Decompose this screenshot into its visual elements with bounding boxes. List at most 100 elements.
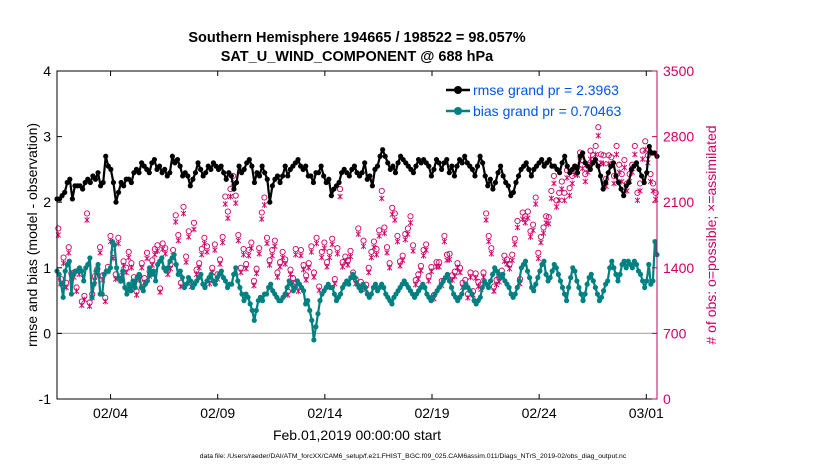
obs-assimilated-point	[592, 151, 599, 158]
bias-point	[91, 281, 97, 287]
rmse-point	[597, 173, 604, 179]
rmse-point	[500, 173, 506, 179]
rmse-point	[469, 166, 475, 172]
obs-assimilated-point	[73, 288, 80, 295]
obs-assimilated-point	[399, 257, 406, 264]
obs-assimilated-point	[259, 216, 265, 223]
obs-assimilated-point	[144, 255, 150, 262]
obs-possible-point	[381, 224, 388, 231]
rmse-point	[636, 166, 642, 172]
obs-possible-point	[370, 238, 378, 245]
obs-possible-point	[198, 246, 205, 253]
bias-point	[177, 268, 183, 274]
bias-point	[559, 284, 566, 291]
bias-point	[637, 271, 644, 277]
obs-assimilated-point	[337, 193, 343, 200]
obs-possible-point	[224, 208, 231, 215]
obs-assimilated-point	[246, 252, 252, 259]
chart-title: Southern Hemisphere 194665 / 198522 = 98…	[188, 30, 525, 46]
obs-possible-point	[201, 234, 208, 241]
rmse-point	[197, 166, 204, 172]
rmse-point	[187, 183, 193, 189]
obs-assimilated-point	[452, 273, 458, 280]
obs-assimilated-point	[535, 255, 542, 262]
y-left-tick-label: -1	[39, 391, 52, 407]
bias-point	[592, 284, 598, 291]
obs-assimilated-point	[256, 250, 262, 257]
obs-assimilated-point	[162, 250, 168, 257]
obs-assimilated-point	[201, 240, 208, 247]
y-left-tick-label: 0	[43, 325, 51, 341]
rmse-point	[451, 173, 458, 179]
obs-assimilated-point	[306, 264, 312, 271]
rmse-point	[326, 176, 332, 182]
obs-assimilated-point	[548, 195, 555, 202]
y-left-tick-label: 2	[43, 194, 51, 210]
obs-possible-point	[96, 244, 104, 251]
obs-assimilated-point	[546, 220, 552, 227]
obs-possible-point	[235, 231, 242, 239]
rmse-point	[446, 170, 452, 176]
bias-point	[640, 278, 646, 284]
rmse-point	[390, 163, 396, 169]
rmse-point	[454, 163, 460, 169]
x-tick-label: 02/19	[414, 405, 449, 421]
obs-possible-point	[613, 142, 620, 150]
obs-assimilated-point	[467, 274, 474, 281]
rmse-point	[515, 173, 522, 179]
obs-assimilated-point	[97, 249, 103, 256]
obs-assimilated-point	[611, 180, 617, 187]
bias-point	[633, 261, 640, 268]
bias-point	[128, 288, 134, 294]
bias-point	[500, 271, 506, 277]
y-right-tick-label: 700	[663, 325, 687, 341]
bias-point	[580, 298, 586, 304]
bias-point	[118, 278, 124, 284]
obs-possible-point	[597, 151, 604, 158]
obs-possible-point	[326, 248, 333, 255]
obs-possible-point	[511, 235, 518, 242]
rmse-point	[462, 153, 468, 159]
obs-assimilated-point	[527, 233, 534, 240]
bias-point	[66, 258, 72, 264]
obs-assimilated-point	[561, 197, 568, 204]
obs-possible-point	[256, 245, 263, 252]
rmse-point	[526, 166, 532, 172]
rmse-point	[605, 170, 611, 176]
obs-assimilated-point	[582, 178, 588, 185]
obs-possible-point	[423, 241, 430, 248]
obs-possible-point	[279, 248, 286, 255]
rmse-point	[108, 166, 114, 172]
rmse-point	[615, 179, 622, 186]
rmse-point	[646, 143, 652, 150]
obs-possible-point	[532, 194, 539, 201]
obs-possible-point	[222, 193, 229, 200]
obs-assimilated-point	[222, 201, 228, 208]
bias-point	[572, 268, 578, 274]
rmse-point	[431, 166, 437, 172]
obs-assimilated-point	[366, 269, 372, 276]
obs-possible-point	[548, 187, 555, 195]
bias-point	[543, 271, 549, 277]
bias-point	[81, 278, 87, 284]
bias-point	[60, 294, 66, 300]
obs-possible-point	[595, 124, 602, 131]
obs-possible-point	[608, 154, 615, 161]
obs-assimilated-point	[329, 241, 335, 248]
obs-possible-point	[587, 147, 594, 154]
bias-point	[644, 278, 650, 284]
rmse-point	[395, 160, 401, 166]
obs-possible-point	[175, 231, 182, 239]
bias-point	[524, 268, 531, 274]
obs-assimilated-point	[405, 231, 411, 238]
rmse-point	[146, 170, 152, 176]
bias-point	[208, 271, 214, 277]
bias-point	[611, 265, 617, 271]
rmse-point	[600, 186, 606, 192]
bias-point	[642, 284, 648, 291]
obs-possible-point	[261, 194, 268, 201]
obs-possible-point	[621, 156, 628, 164]
rmse-point	[231, 186, 237, 192]
obs-assimilated-point	[235, 237, 242, 244]
